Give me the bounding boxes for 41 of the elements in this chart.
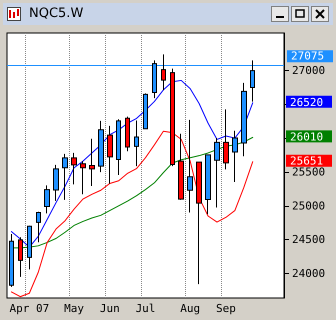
candlestick [214,138,220,208]
candlestick [71,152,77,185]
ref-line-label: 27075 [291,50,324,63]
candlestick [98,120,104,173]
candlestick [116,118,121,176]
candlestick [62,153,68,200]
candlestick [205,154,211,215]
candlestick [223,108,229,170]
text: 26520 [290,96,324,109]
y-tick-label: 24000 [292,267,326,280]
candlestick [53,164,59,202]
text: 25651 [290,154,324,168]
y-tick-label: 24500 [292,233,326,246]
candlestick [196,161,202,285]
candlestick [134,120,139,167]
y-tick-label: 25500 [292,165,326,178]
candlestick [232,130,238,183]
candlestick [80,160,86,195]
x-tick-label: Sep [216,302,236,315]
candlestick [143,92,148,130]
candlestick [9,233,14,288]
candlestick [241,82,247,157]
x-tick-label: Jun [100,302,120,315]
chart-title: NQC5.W [29,6,84,21]
x-tick-label: May [64,302,84,315]
candlestick [44,184,50,214]
candlestick [18,236,23,278]
candlestick [187,119,193,213]
line-series [10,80,254,248]
candlestick [161,54,166,91]
candlestick [27,225,32,270]
x-tick-label: Apr 07 [9,302,50,315]
candlestick [178,133,184,200]
candlestick [125,116,130,152]
text: 26010 [290,130,324,144]
x-tick-label: Aug [180,302,200,315]
y-tick-label: 25000 [292,199,326,212]
candlestick [89,138,95,186]
y-tick-label: 27000 [292,64,326,77]
candlestick [36,211,41,243]
x-tick-label: Jul [136,302,156,315]
